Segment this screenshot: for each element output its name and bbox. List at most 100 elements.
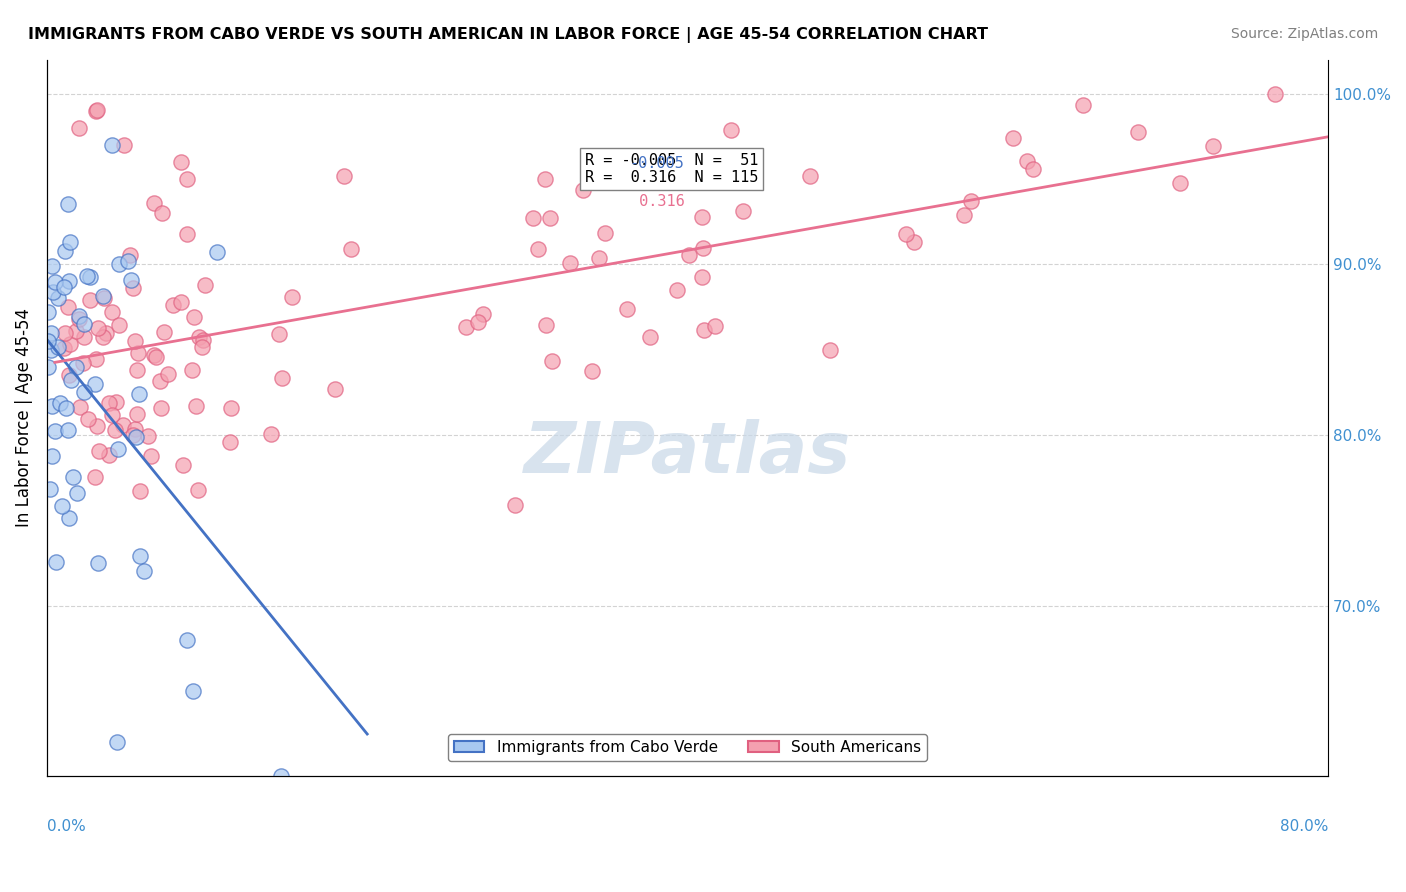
Point bbox=[799, 169, 821, 183]
Point bbox=[67, 120, 90, 135]
Point bbox=[818, 343, 841, 358]
Point bbox=[560, 256, 582, 270]
Point bbox=[181, 684, 204, 698]
Point bbox=[128, 386, 150, 401]
Point bbox=[1001, 131, 1024, 145]
Point bbox=[527, 242, 550, 256]
Text: 80.0%: 80.0% bbox=[1279, 819, 1329, 834]
Point bbox=[98, 449, 121, 463]
Point bbox=[190, 340, 212, 354]
Point bbox=[194, 277, 217, 292]
Point bbox=[91, 288, 114, 302]
Point bbox=[1071, 98, 1094, 112]
Point bbox=[145, 351, 167, 365]
Point bbox=[690, 210, 713, 224]
Y-axis label: In Labor Force | Age 45-54: In Labor Force | Age 45-54 bbox=[15, 309, 32, 527]
Point bbox=[172, 458, 194, 472]
Point bbox=[58, 274, 80, 288]
Point bbox=[45, 555, 67, 569]
Point bbox=[41, 259, 63, 273]
Point bbox=[53, 326, 76, 341]
Text: ZIPatlas: ZIPatlas bbox=[524, 419, 851, 488]
Point bbox=[84, 376, 107, 391]
Point bbox=[1264, 87, 1286, 101]
Point bbox=[104, 395, 127, 409]
Point bbox=[93, 291, 115, 305]
Point bbox=[733, 204, 755, 219]
Point bbox=[339, 242, 361, 256]
Point bbox=[89, 443, 111, 458]
Point bbox=[124, 334, 146, 348]
Point bbox=[534, 318, 557, 332]
Point bbox=[67, 311, 90, 326]
Point bbox=[100, 137, 122, 152]
Point bbox=[693, 323, 716, 337]
Point bbox=[690, 270, 713, 285]
Point bbox=[894, 227, 917, 242]
Point bbox=[53, 280, 76, 294]
Point bbox=[37, 334, 59, 348]
Point bbox=[39, 343, 62, 357]
Point bbox=[87, 321, 110, 335]
Point bbox=[73, 330, 96, 344]
Point bbox=[79, 269, 101, 284]
Point bbox=[953, 208, 976, 222]
Point bbox=[125, 362, 148, 376]
Point bbox=[59, 235, 82, 249]
Point bbox=[616, 301, 638, 316]
Point bbox=[100, 304, 122, 318]
Point bbox=[281, 290, 304, 304]
Point bbox=[593, 227, 616, 241]
Point bbox=[107, 735, 129, 749]
Point bbox=[1202, 138, 1225, 153]
Point bbox=[104, 423, 127, 437]
Point bbox=[181, 363, 204, 377]
Point bbox=[152, 206, 174, 220]
Point bbox=[65, 324, 87, 338]
Point bbox=[112, 418, 135, 433]
Point bbox=[162, 298, 184, 312]
Point bbox=[72, 317, 94, 331]
Point bbox=[58, 368, 80, 382]
Point bbox=[1015, 154, 1038, 169]
Point bbox=[219, 435, 242, 450]
Point bbox=[58, 510, 80, 524]
Point bbox=[72, 356, 94, 370]
Point bbox=[114, 137, 136, 152]
Point bbox=[51, 499, 73, 513]
Point bbox=[139, 449, 162, 463]
Point bbox=[187, 330, 209, 344]
Point bbox=[49, 396, 72, 410]
Text: 0.316: 0.316 bbox=[630, 194, 685, 209]
Point bbox=[471, 307, 494, 321]
Point bbox=[325, 382, 347, 396]
Point bbox=[98, 395, 121, 409]
Point bbox=[333, 169, 356, 183]
Point bbox=[101, 408, 124, 422]
Point bbox=[666, 283, 689, 297]
Point bbox=[572, 183, 595, 197]
Point bbox=[270, 769, 292, 783]
Point bbox=[678, 248, 700, 262]
Point bbox=[124, 422, 146, 436]
Point bbox=[149, 374, 172, 388]
Point bbox=[59, 336, 82, 351]
Point bbox=[703, 318, 725, 333]
Point bbox=[1168, 176, 1191, 190]
Point bbox=[186, 399, 208, 413]
Point bbox=[538, 211, 561, 225]
Point bbox=[67, 309, 90, 323]
Point bbox=[143, 348, 166, 362]
Point bbox=[640, 330, 662, 344]
Point bbox=[541, 354, 564, 368]
Point bbox=[1022, 161, 1045, 176]
Point bbox=[55, 401, 77, 415]
Point bbox=[62, 470, 84, 484]
Point bbox=[84, 470, 107, 484]
Point bbox=[153, 326, 176, 340]
Point bbox=[132, 565, 155, 579]
Point bbox=[191, 333, 214, 347]
Point bbox=[267, 326, 290, 341]
Point bbox=[41, 400, 63, 414]
Text: R = -0.005  N =  51
R =  0.316  N = 115: R = -0.005 N = 51 R = 0.316 N = 115 bbox=[585, 153, 758, 186]
